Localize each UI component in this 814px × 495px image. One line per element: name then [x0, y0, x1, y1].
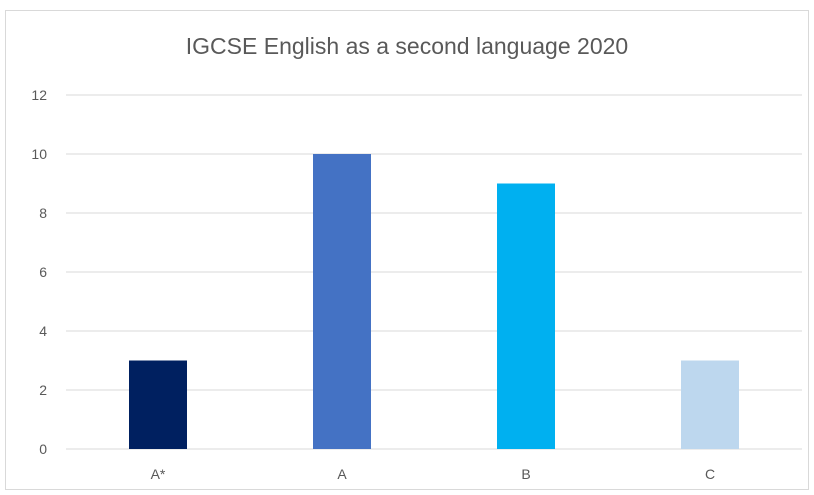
y-tick-label-10: 10 — [31, 146, 47, 162]
y-tick-label-0: 0 — [39, 441, 47, 457]
bar-C — [681, 360, 739, 449]
bar-A* — [129, 360, 187, 449]
y-tick-label-12: 12 — [31, 87, 47, 103]
gridlines — [66, 94, 802, 450]
x-tick-label-C: C — [705, 466, 715, 482]
x-tick-label-A*: A* — [151, 466, 166, 482]
bar-A — [313, 154, 371, 449]
x-tick-label-A: A — [337, 466, 347, 482]
y-tick-label-2: 2 — [39, 382, 47, 398]
bar-B — [497, 183, 555, 449]
x-tick-label-B: B — [521, 466, 530, 482]
y-tick-label-4: 4 — [39, 323, 47, 339]
y-axis-tick-labels: 0 2 4 6 8 10 12 — [31, 87, 47, 457]
bars — [129, 154, 739, 449]
y-tick-label-8: 8 — [39, 205, 47, 221]
chart-title: IGCSE English as a second language 2020 — [185, 33, 629, 59]
y-tick-label-6: 6 — [39, 264, 47, 280]
x-axis-tick-labels: A* A B C — [151, 466, 715, 482]
